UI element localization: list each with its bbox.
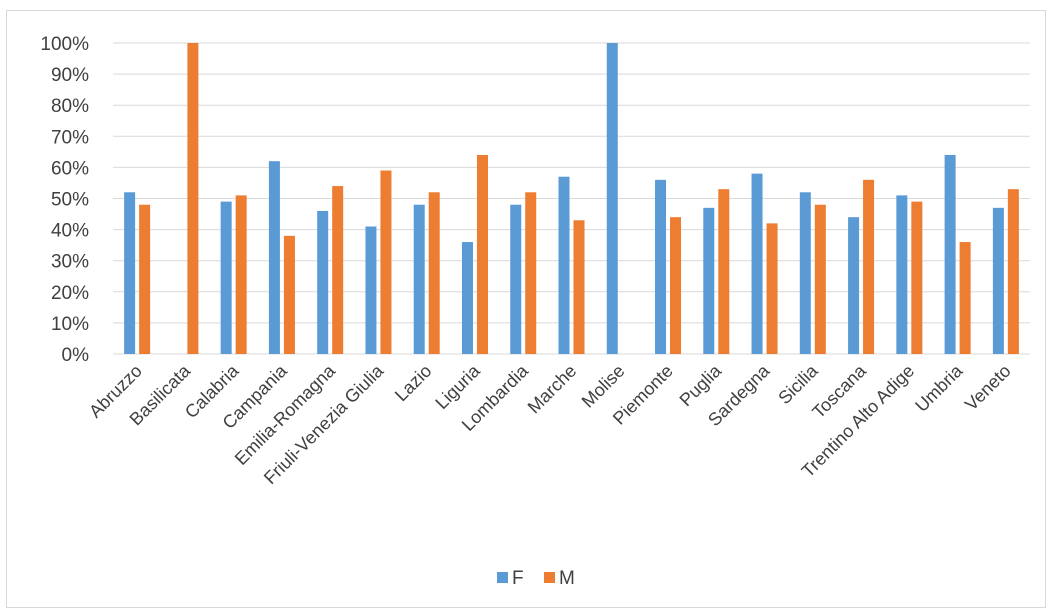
bar-M-emilia-romagna [332,186,344,354]
bar-F-piemonte [655,179,667,354]
bar-F-calabria [220,201,232,354]
bar-F-abruzzo [124,192,136,354]
y-tick-label: 20% [51,283,89,304]
bar-F-toscana [848,217,860,354]
x-tick-labels: AbruzzoBasilicataCalabriaCampaniaEmilia-… [85,360,1015,488]
bar-F-lazio [413,204,425,354]
bar-M-trentino-alto-adige [911,201,923,354]
legend-label-F: F [512,568,524,589]
gridlines [113,42,1030,355]
bar-F-marche [558,176,570,354]
bar-F-campania [268,161,280,354]
bar-M-campania [283,235,295,354]
bar-F-sicilia [799,192,811,354]
bar-M-sicilia [814,204,826,354]
y-tick-labels: 0% 10% 20% 30% 40% 50% 60% 70% 80% 90% 100% [40,34,89,366]
bar-F-molise [606,43,618,354]
bar-F-veneto [992,207,1004,354]
x-tick-label: Veneto [961,361,1015,415]
bar-M-sardegna [766,223,778,354]
bar-M-lombardia [525,192,537,354]
x-tick-label: Umbria [911,360,967,416]
bar-F-sardegna [751,173,763,354]
y-tick-label: 30% [51,252,89,273]
bar-F-umbria [944,154,956,354]
bar-M-piemonte [670,217,682,354]
y-tick-label: 10% [51,314,89,335]
bar-F-emilia-romagna [317,210,329,354]
y-tick-label: 80% [51,96,89,117]
bar-F-lombardia [510,204,522,354]
y-tick-label: 60% [51,158,89,179]
bar-M-marche [573,220,585,354]
bar-F-puglia [703,207,715,354]
legend-swatch-F [497,572,508,583]
bar-M-toscana [863,179,875,354]
bar-M-friuli-venezia-giulia [380,170,392,354]
bar-F-friuli-venezia-giulia [365,226,377,354]
legend-label-M: M [559,568,575,589]
bar-F-liguria [461,242,473,354]
y-tick-label: 50% [51,190,89,211]
bar-M-calabria [235,195,247,354]
bar-M-lazio [428,192,440,354]
bar-M-puglia [718,189,730,354]
y-tick-label: 0% [62,345,90,366]
bar-M-liguria [476,154,488,354]
y-tick-label: 90% [51,65,89,86]
legend-swatch-M [544,572,555,583]
y-tick-label: 100% [40,34,89,55]
y-tick-label: 40% [51,221,89,242]
bar-M-veneto [1007,189,1019,354]
bars [124,43,1019,354]
bar-F-trentino-alto-adige [896,195,908,354]
x-tick-label: Lazio [391,361,436,406]
bar-M-abruzzo [139,204,151,354]
bar-M-umbria [959,242,971,354]
y-tick-label: 70% [51,127,89,148]
x-tick-label: Marche [524,361,581,418]
bar-M-basilicata [187,43,199,354]
